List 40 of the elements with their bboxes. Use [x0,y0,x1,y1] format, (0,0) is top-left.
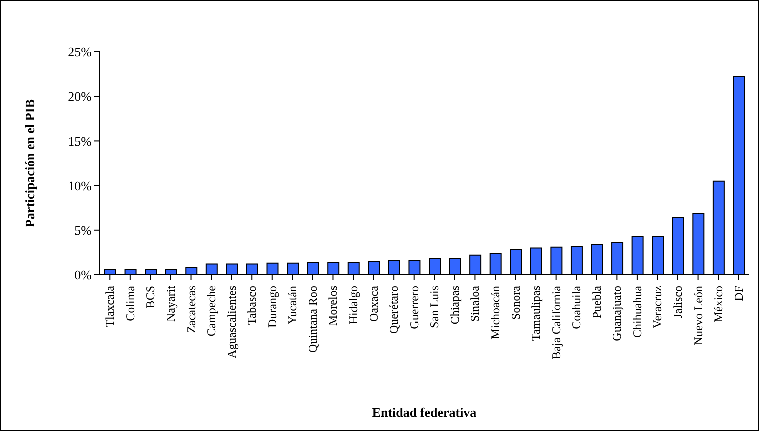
x-tick-label: Chihuahua [630,285,644,338]
x-tick-label: Veracruz [650,286,665,329]
x-tick-label: Querétaro [387,286,402,334]
x-tick-label: Nuevo León [691,286,706,346]
y-tick-label: 10% [68,178,92,194]
x-tick-label: Guerrero [407,286,422,330]
x-tick-label: Puebla [590,285,604,319]
x-tick-label: Morelos [326,286,340,326]
x-tick-label: DF [732,286,746,302]
x-tick-label: Coahuila [570,285,584,330]
x-tick-label: San Luis [428,286,442,328]
x-tick-label: Sinaloa [468,285,482,322]
y-tick-label: 5% [74,223,92,238]
x-tick-label: Durango [265,286,280,328]
x-tick-label: Aguascalientes [224,286,239,359]
y-tick-label: 25% [68,44,92,60]
x-tick-label: Chiapas [448,286,462,325]
x-tick-label: Guanajuato [610,286,624,342]
x-tick-label: México [712,286,726,323]
x-tick-label: Sonora [508,285,523,320]
x-tick-label: Jalisco [671,286,686,319]
x-tick-label: Zacatecas [184,286,198,334]
x-tick-label: Quintana Roo [306,286,320,353]
x-tick-label: Nayarit [164,285,178,322]
y-tick-label: 20% [68,89,92,104]
y-axis-title: Participación en el PIB [22,99,38,228]
x-tick-label: Tamaulipas [529,286,544,342]
x-tick-label: Michoacán [488,286,502,340]
x-tick-label: Hidalgo [346,286,361,325]
y-tick-label: 15% [68,134,92,149]
y-tick-label: 0% [74,268,92,283]
x-tick-label: Tabasco [245,286,260,326]
x-tick-label: Baja California [549,285,564,360]
x-tick-label: Yucatán [286,286,300,325]
x-tick-label: BCS [144,286,158,309]
x-tick-label: Tlaxcala [103,285,118,328]
x-axis-title: Entidad federativa [372,405,478,420]
x-tick-label: Campeche [204,286,219,337]
x-tick-label: Colima [123,285,138,322]
x-tick-label: Oaxaca [366,285,381,322]
